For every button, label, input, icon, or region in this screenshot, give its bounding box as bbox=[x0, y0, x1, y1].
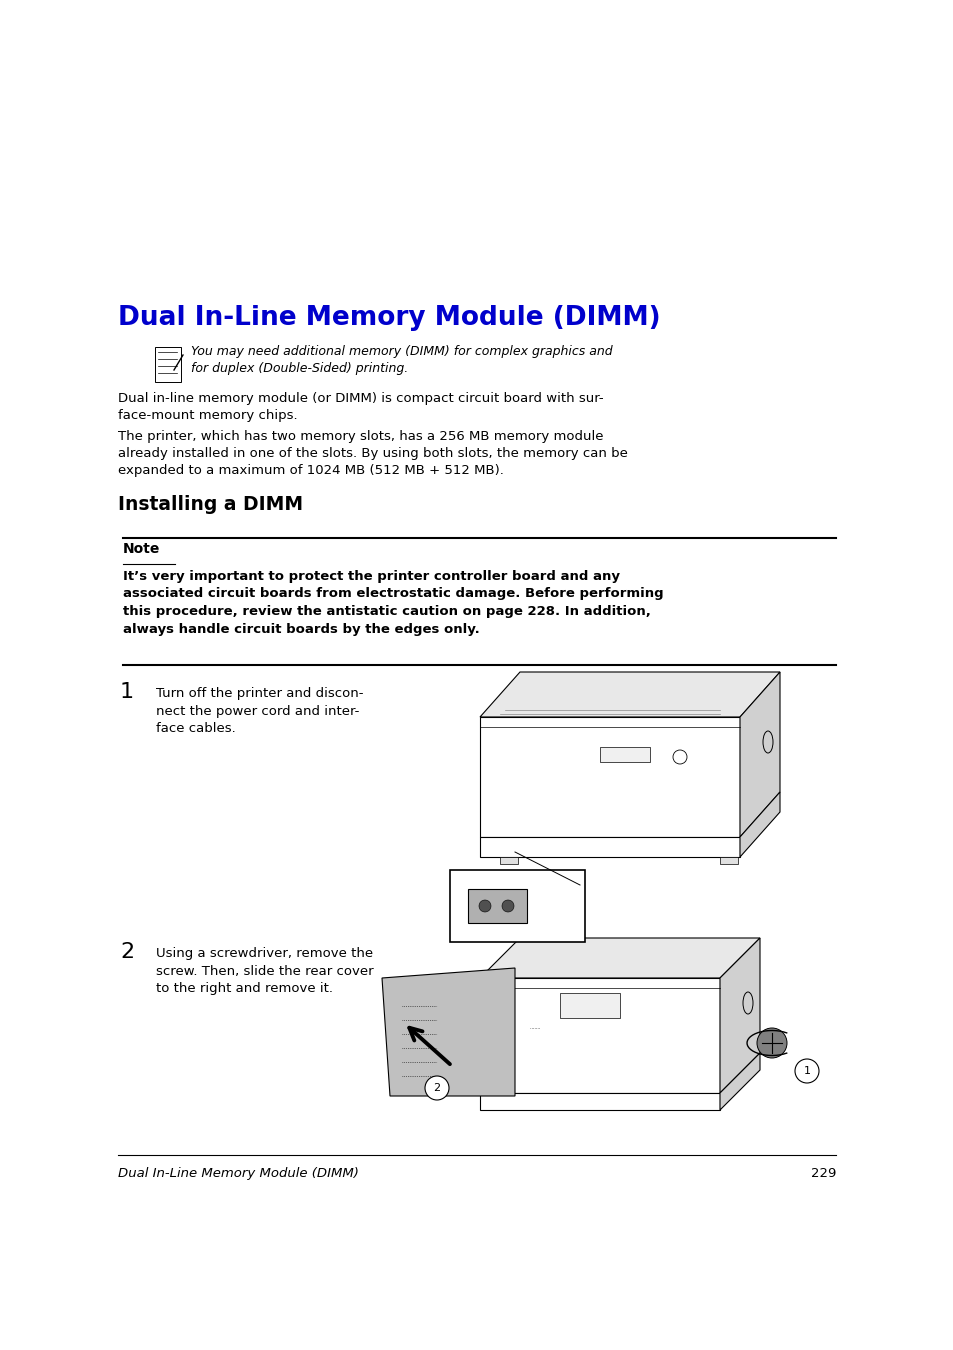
Polygon shape bbox=[720, 938, 760, 1094]
Circle shape bbox=[501, 900, 514, 913]
FancyBboxPatch shape bbox=[499, 857, 517, 864]
FancyBboxPatch shape bbox=[154, 347, 181, 382]
Text: Turn off the printer and discon-
nect the power cord and inter-
face cables.: Turn off the printer and discon- nect th… bbox=[156, 687, 363, 734]
Text: 1: 1 bbox=[802, 1066, 810, 1076]
Polygon shape bbox=[479, 837, 740, 857]
Text: 1: 1 bbox=[120, 682, 134, 702]
Polygon shape bbox=[479, 977, 720, 1094]
Circle shape bbox=[757, 1027, 786, 1058]
Polygon shape bbox=[479, 1094, 720, 1110]
Circle shape bbox=[478, 900, 491, 913]
Polygon shape bbox=[740, 672, 780, 837]
FancyBboxPatch shape bbox=[720, 857, 738, 864]
FancyBboxPatch shape bbox=[559, 994, 619, 1018]
FancyBboxPatch shape bbox=[450, 869, 584, 942]
Text: Installing a DIMM: Installing a DIMM bbox=[118, 495, 303, 514]
Polygon shape bbox=[479, 717, 740, 837]
Polygon shape bbox=[720, 1053, 760, 1110]
Text: The printer, which has two memory slots, has a 256 MB memory module
already inst: The printer, which has two memory slots,… bbox=[118, 431, 627, 477]
Circle shape bbox=[794, 1058, 818, 1083]
Text: 2: 2 bbox=[120, 942, 134, 963]
Text: Dual In-Line Memory Module (DIMM): Dual In-Line Memory Module (DIMM) bbox=[118, 305, 659, 331]
FancyBboxPatch shape bbox=[468, 890, 526, 923]
Text: Dual In-Line Memory Module (DIMM): Dual In-Line Memory Module (DIMM) bbox=[118, 1166, 358, 1180]
Circle shape bbox=[424, 1076, 449, 1100]
Polygon shape bbox=[479, 672, 780, 717]
Text: It’s very important to protect the printer controller board and any
associated c: It’s very important to protect the print… bbox=[123, 570, 663, 636]
Polygon shape bbox=[381, 968, 515, 1096]
Polygon shape bbox=[740, 792, 780, 857]
Text: Using a screwdriver, remove the
screw. Then, slide the rear cover
to the right a: Using a screwdriver, remove the screw. T… bbox=[156, 946, 374, 995]
Polygon shape bbox=[479, 938, 760, 977]
Text: 2: 2 bbox=[433, 1083, 440, 1094]
Text: 229: 229 bbox=[810, 1166, 835, 1180]
Text: You may need additional memory (DIMM) for complex graphics and
for duplex (Doubl: You may need additional memory (DIMM) fo… bbox=[191, 346, 612, 375]
Text: Dual in-line memory module (or DIMM) is compact circuit board with sur-
face-mou: Dual in-line memory module (or DIMM) is … bbox=[118, 392, 603, 423]
Text: Note: Note bbox=[123, 541, 160, 556]
FancyBboxPatch shape bbox=[599, 747, 649, 761]
